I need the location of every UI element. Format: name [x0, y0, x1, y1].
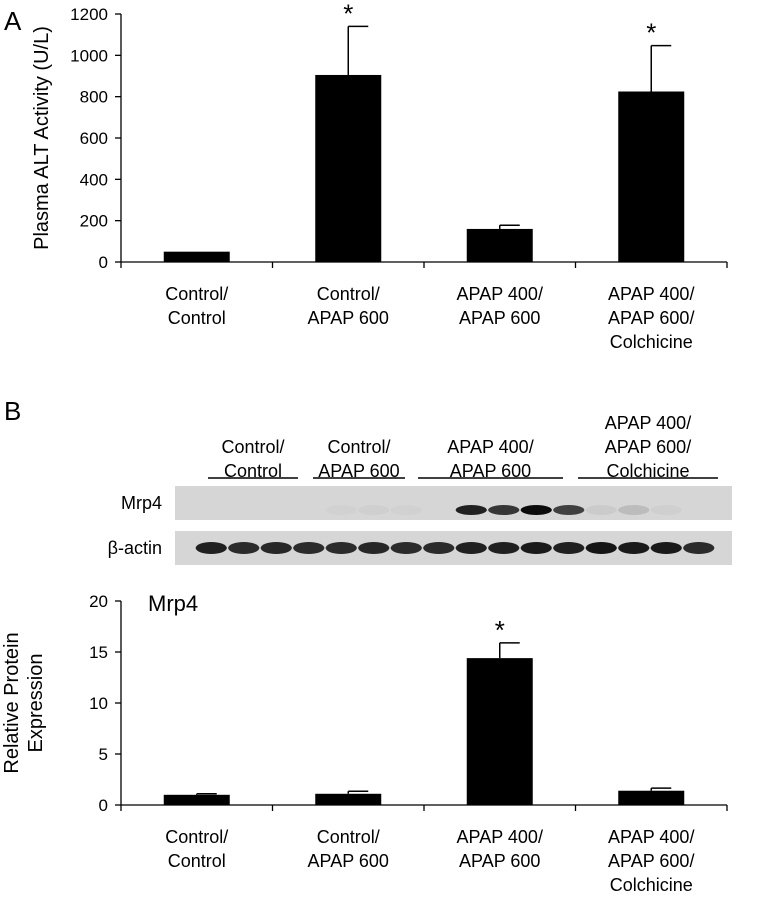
blot-group-label: APAP 600 — [318, 461, 399, 481]
chart-title: Mrp4 — [148, 591, 198, 616]
chart-a: 0 200 400 600 800 1000 1200 Plasma ALT Activity… — [31, 0, 728, 352]
blot-band — [585, 505, 617, 515]
blot-membrane — [175, 486, 732, 520]
blot-band — [390, 542, 422, 554]
blot-band — [325, 542, 357, 554]
blot-band — [520, 542, 552, 554]
significance-marker: * — [495, 615, 505, 645]
y-tick-label: 0 — [99, 796, 108, 815]
x-category-label: Control — [168, 308, 226, 328]
blot-band — [618, 542, 650, 554]
y-tick-label: 15 — [89, 643, 108, 662]
x-category-label: APAP 600 — [459, 851, 540, 871]
bar — [315, 793, 382, 805]
blot-band — [585, 542, 617, 554]
x-category-label: APAP 600 — [308, 851, 389, 871]
bar — [315, 74, 382, 262]
blot-row-label: Mrp4 — [121, 493, 162, 513]
blot-band — [520, 505, 552, 515]
y-tick-label: 600 — [80, 129, 108, 148]
blot-group-label: Colchicine — [606, 461, 689, 481]
blot-band — [293, 542, 325, 554]
x-category-label: Colchicine — [610, 875, 693, 895]
x-category-label: APAP 600 — [459, 308, 540, 328]
panel-label-b: B — [4, 396, 21, 426]
blot-band — [326, 505, 357, 515]
x-category-label: Control/ — [317, 284, 380, 304]
bar — [466, 228, 533, 262]
blot-band — [391, 505, 422, 515]
blot-group-label: APAP 400/ — [447, 437, 533, 457]
x-category-label: APAP 400/ — [457, 284, 543, 304]
blot-band — [423, 542, 455, 554]
blot-group-label: Control/ — [327, 437, 390, 457]
bar — [618, 91, 685, 262]
x-category-label: APAP 600 — [308, 308, 389, 328]
blot-band — [358, 542, 390, 554]
bar — [466, 658, 533, 805]
blot-band — [195, 542, 227, 554]
blot-band — [553, 505, 585, 515]
blot-group-label: APAP 400/ — [605, 413, 691, 433]
blot-band — [455, 505, 487, 515]
x-category-label: Control — [168, 851, 226, 871]
y-tick-label: 400 — [80, 170, 108, 189]
bar — [618, 790, 685, 805]
bar — [163, 794, 230, 805]
x-category-label: APAP 400/ — [457, 827, 543, 847]
blot-band — [650, 542, 682, 554]
y-axis-label: Relative Protein Expression — [1, 632, 47, 773]
x-category-label: Control/ — [317, 827, 380, 847]
western-blot: Control/Control Control/APAP 600 APAP 400/… — [108, 413, 732, 565]
bar — [163, 251, 230, 262]
blot-group-label: APAP 600/ — [605, 437, 691, 457]
chart-b: 0 5 10 15 20 Relative Protein Expression Mrp4 Co… — [1, 591, 728, 895]
y-tick-label: 1000 — [70, 46, 108, 65]
significance-marker: * — [646, 18, 656, 48]
blot-group-label: APAP 600 — [450, 461, 531, 481]
x-category-label: APAP 400/ — [608, 284, 694, 304]
y-tick-label: 5 — [99, 745, 108, 764]
x-category-label: APAP 400/ — [608, 827, 694, 847]
blot-band — [455, 542, 487, 554]
blot-band — [488, 505, 520, 515]
y-tick-label: 10 — [89, 694, 108, 713]
x-category-label: APAP 600/ — [608, 851, 694, 871]
blot-band — [553, 542, 585, 554]
y-tick-label: 200 — [80, 212, 108, 231]
x-category-label: Control/ — [165, 827, 228, 847]
blot-band — [260, 542, 292, 554]
y-axis-label: Plasma ALT Activity (U/L) — [31, 26, 53, 250]
panel-label-a: A — [4, 6, 22, 36]
blot-group-label: Control/ — [221, 437, 284, 457]
blot-band — [651, 505, 682, 515]
x-category-label: APAP 600/ — [608, 308, 694, 328]
y-tick-label: 800 — [80, 88, 108, 107]
blot-band — [683, 542, 715, 554]
y-tick-label: 20 — [89, 592, 108, 611]
blot-band — [358, 505, 389, 515]
blot-band — [618, 505, 650, 515]
blot-group-label: Control — [224, 461, 282, 481]
blot-row-label: β-actin — [108, 538, 162, 558]
y-axis-label-line: Expression — [25, 654, 47, 753]
significance-marker: * — [343, 0, 353, 28]
blot-band — [228, 542, 260, 554]
y-tick-label: 0 — [99, 253, 108, 272]
x-category-label: Colchicine — [610, 332, 693, 352]
y-tick-label: 1200 — [70, 5, 108, 24]
x-category-label: Control/ — [165, 284, 228, 304]
blot-band — [488, 542, 520, 554]
y-axis-label-line: Relative Protein — [1, 632, 23, 773]
